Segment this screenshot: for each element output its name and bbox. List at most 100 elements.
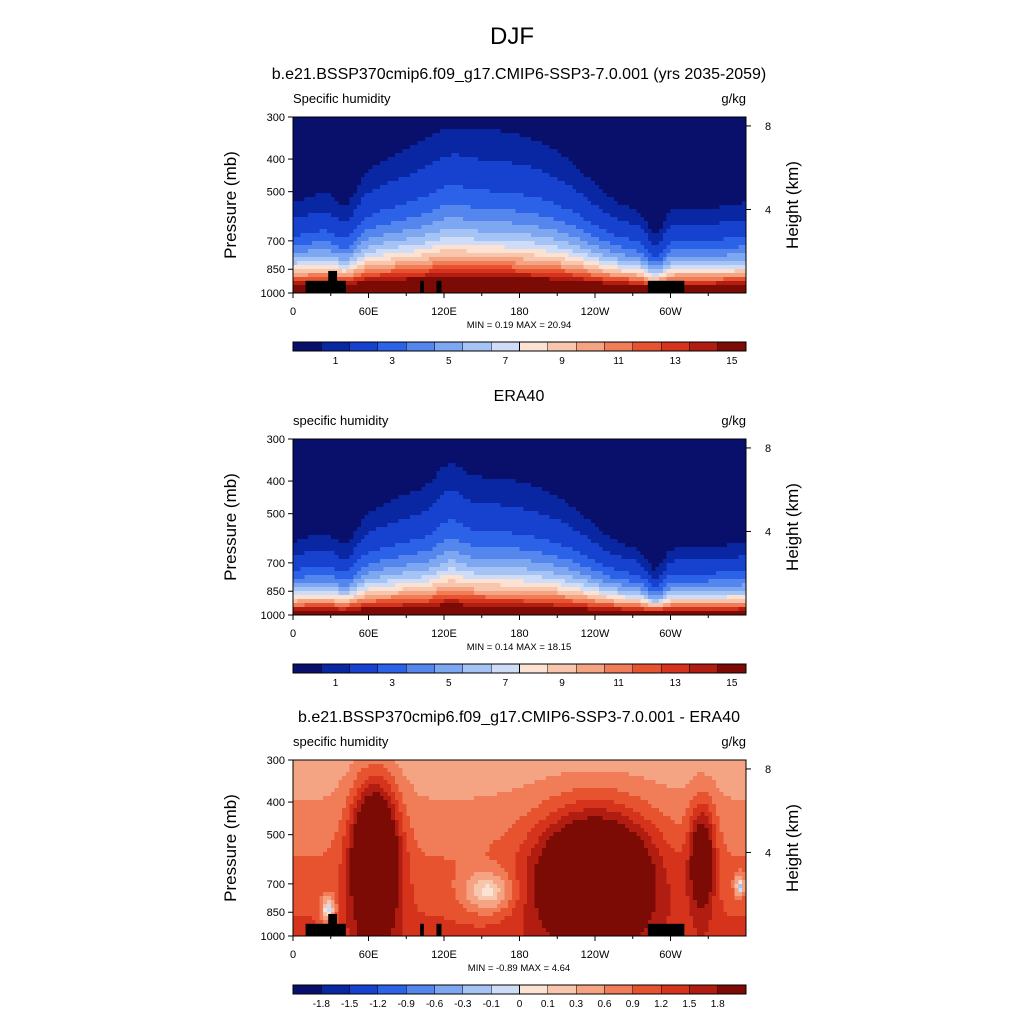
contour-cell — [391, 245, 396, 250]
contour-cell — [421, 269, 426, 274]
contour-cell — [538, 221, 543, 226]
contour-cell — [734, 197, 740, 202]
contour-cell — [508, 141, 513, 146]
contour-cell — [579, 265, 585, 270]
contour-cell — [455, 141, 460, 146]
contour-cell — [376, 245, 381, 250]
contour-cell — [357, 189, 362, 194]
contour-cell — [685, 237, 690, 242]
contour-cell — [338, 137, 343, 142]
contour-cell — [636, 197, 641, 202]
contour-cell — [655, 197, 660, 202]
contour-cell — [655, 261, 660, 266]
contour-cell — [666, 249, 672, 254]
contour-cell — [674, 209, 679, 214]
contour-cell — [583, 129, 589, 134]
contour-cell — [417, 229, 422, 234]
contour-cell — [323, 209, 328, 214]
contour-cell — [440, 157, 445, 162]
contour-cell — [598, 225, 604, 230]
contour-cell — [372, 117, 377, 122]
contour-cell — [493, 233, 498, 238]
contour-cell — [364, 149, 370, 154]
contour-cell — [670, 261, 675, 266]
contour-cell — [659, 213, 664, 218]
contour-cell — [493, 201, 498, 206]
contour-cell — [500, 165, 506, 170]
contour-cell — [432, 281, 438, 286]
contour-cell — [723, 229, 728, 234]
contour-cell — [659, 129, 664, 134]
contour-cell — [474, 125, 479, 130]
contour-cell — [508, 273, 513, 278]
contour-cell — [459, 149, 464, 154]
contour-cell — [459, 273, 464, 278]
contour-cell — [304, 125, 309, 130]
contour-cell — [647, 165, 653, 170]
contour-cell — [662, 157, 668, 162]
contour-cell — [493, 161, 498, 166]
contour-cell — [515, 245, 521, 250]
contour-cell — [376, 153, 381, 158]
contour-cell — [466, 185, 472, 190]
contour-cell — [564, 257, 570, 262]
contour-cell — [670, 209, 675, 214]
contour-cell — [617, 129, 623, 134]
contour-cell — [413, 169, 419, 174]
contour-cell — [368, 253, 373, 258]
contour-cell — [402, 157, 407, 162]
contour-cell — [738, 229, 743, 234]
contour-cell — [572, 145, 577, 150]
contour-cell — [700, 205, 706, 210]
contour-cell — [553, 153, 558, 158]
contour-cell — [462, 129, 468, 134]
contour-cell — [527, 125, 532, 130]
contour-cell — [696, 177, 702, 182]
contour-cell — [727, 229, 732, 234]
contour-cell — [376, 209, 381, 214]
contour-cell — [613, 257, 619, 262]
contour-cell — [689, 169, 694, 174]
contour-cell — [428, 225, 434, 230]
contour-cell — [538, 257, 543, 262]
contour-cell — [360, 193, 366, 198]
contour-cell — [628, 277, 634, 282]
contour-cell — [712, 149, 717, 154]
contour-cell — [734, 245, 740, 250]
contour-cell — [527, 193, 532, 198]
contour-cell — [595, 169, 600, 174]
contour-cell — [640, 181, 645, 186]
contour-cell — [451, 265, 456, 270]
contour-cell — [689, 121, 694, 126]
contour-cell — [315, 265, 321, 270]
contour-cell — [410, 133, 415, 138]
contour-cell — [606, 257, 611, 262]
contour-cell — [353, 173, 358, 178]
contour-cell — [640, 261, 645, 266]
contour-cell — [530, 181, 536, 186]
contour-cell — [311, 205, 317, 210]
contour-cell — [326, 177, 332, 182]
contour-cell — [357, 117, 362, 122]
contour-cell — [553, 137, 558, 142]
contour-cell — [674, 221, 679, 226]
contour-cell — [485, 209, 490, 214]
contour-cell — [712, 277, 717, 282]
contour-cell — [515, 213, 521, 218]
contour-cell — [564, 269, 570, 274]
contour-cell — [670, 137, 675, 142]
contour-cell — [700, 153, 706, 158]
contour-cell — [477, 233, 483, 238]
contour-cell — [349, 273, 355, 278]
contour-cell — [523, 157, 528, 162]
contour-cell — [527, 273, 532, 278]
contour-cell — [636, 233, 641, 238]
contour-cell — [402, 225, 407, 230]
contour-cell — [413, 261, 419, 266]
contour-cell — [387, 225, 392, 230]
contour-cell — [602, 137, 607, 142]
contour-cell — [474, 121, 479, 126]
contour-cell — [602, 177, 607, 182]
contour-cell — [300, 277, 305, 282]
contour-cell — [689, 129, 694, 134]
